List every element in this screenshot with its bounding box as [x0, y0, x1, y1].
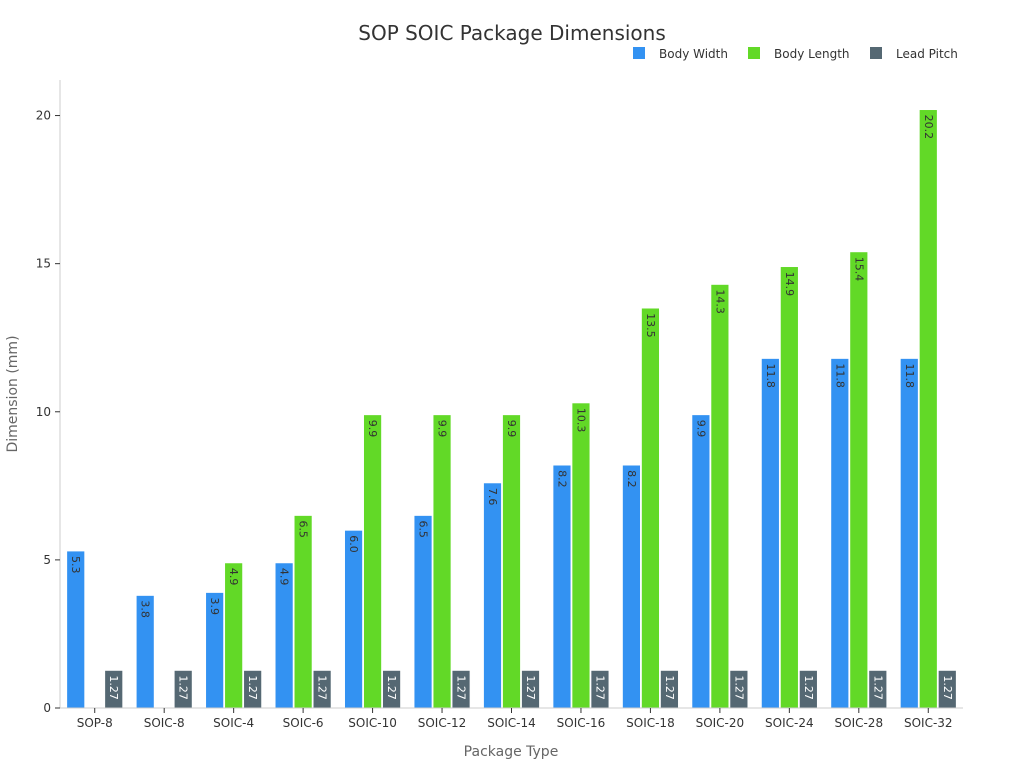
- bar-body-width-soic-32: [899, 358, 919, 709]
- x-axis-title: Package Type: [464, 744, 559, 760]
- data-label-lead-pitch-soic-8: 1.27: [177, 675, 190, 700]
- data-label-body-width-soic-6: 4.9: [278, 568, 291, 586]
- x-tick-label: SOIC-18: [626, 716, 675, 730]
- data-label-lead-pitch-soic-32: 1.27: [941, 675, 954, 700]
- x-tick-label: SOP-8: [77, 716, 113, 730]
- bar-body-length-soic-32: [918, 109, 938, 709]
- data-label-body-width-soic-24: 11.8: [764, 363, 777, 388]
- x-tick-label: SOIC-28: [835, 716, 884, 730]
- bar-body-length-soic-10: [363, 414, 382, 709]
- data-label-body-width-sop-8: 5.3: [69, 556, 82, 574]
- bar-body-length-soic-20: [710, 283, 730, 709]
- bar-body-width-soic-24: [760, 358, 780, 709]
- x-tick-label: SOIC-10: [348, 716, 397, 730]
- data-label-lead-pitch-soic-14: 1.27: [524, 675, 537, 700]
- legend-label-lead-pitch: Lead Pitch: [896, 47, 958, 61]
- x-tick-label: SOIC-24: [765, 716, 814, 730]
- data-label-lead-pitch-soic-20: 1.27: [732, 675, 745, 700]
- data-label-body-length-soic-12: 9.9: [436, 420, 449, 438]
- bar-body-width-sop-8: [66, 550, 86, 709]
- bars-group: [66, 109, 957, 709]
- x-tick-label: SOIC-4: [213, 716, 254, 730]
- data-labels-group: 5.3 1.27 3.8 1.27 3.9 4.9 1.27 4.9 6.5 1.27 6.0 9.9…: [69, 115, 954, 700]
- data-label-body-length-soic-32: 20.2: [922, 115, 935, 139]
- bar-body-length-soic-14: [502, 414, 521, 709]
- data-label-body-width-soic-18: 8.2: [625, 470, 638, 488]
- bar-body-width-soic-14: [483, 482, 502, 709]
- x-tick-label: SOIC-16: [557, 716, 606, 730]
- data-label-lead-pitch-soic-12: 1.27: [455, 675, 468, 700]
- legend: Body Width Body Length Lead Pitch: [633, 47, 958, 61]
- data-label-body-length-soic-24: 14.9: [783, 272, 796, 297]
- bar-body-length-soic-16: [571, 402, 591, 709]
- bar-body-width-soic-16: [552, 464, 572, 709]
- data-label-body-width-soic-14: 7.6: [486, 488, 499, 506]
- data-label-body-width-soic-20: 9.9: [694, 420, 707, 438]
- legend-swatch-body-length: [748, 47, 760, 59]
- bar-body-width-soic-20: [691, 414, 711, 709]
- axes-group: 0 5 10 15 20 SOP-8 SOIC-8 SOIC-4 SOIC-6 SOIC-10 SO…: [36, 80, 963, 730]
- x-tick-label: SOIC-20: [696, 716, 745, 730]
- data-label-lead-pitch-soic-18: 1.27: [663, 675, 676, 700]
- bar-body-width-soic-28: [830, 358, 850, 709]
- bar-body-length-soic-28: [849, 251, 869, 709]
- y-axis-title: Dimension (mm): [5, 335, 21, 452]
- data-label-body-length-soic-18: 13.5: [644, 313, 657, 338]
- legend-swatch-lead-pitch: [870, 47, 882, 59]
- x-tick-label: SOIC-6: [283, 716, 324, 730]
- legend-label-body-width: Body Width: [659, 47, 728, 61]
- data-label-lead-pitch-soic-10: 1.27: [385, 675, 398, 700]
- bar-body-length-soic-12: [432, 414, 452, 709]
- y-tick-label: 0: [43, 701, 51, 715]
- bar-body-width-soic-12: [413, 515, 433, 709]
- data-label-body-width-soic-12: 6.5: [417, 520, 430, 538]
- data-label-body-width-soic-32: 11.8: [903, 363, 916, 388]
- data-label-body-width-soic-16: 8.2: [555, 470, 568, 488]
- y-tick-label: 15: [36, 257, 51, 271]
- bar-body-length-soic-6: [293, 515, 313, 709]
- data-label-body-length-soic-28: 15.4: [852, 257, 865, 282]
- data-label-lead-pitch-soic-16: 1.27: [593, 675, 606, 700]
- data-label-body-length-soic-4: 4.9: [227, 568, 240, 586]
- bar-body-length-soic-18: [641, 307, 660, 709]
- data-label-lead-pitch-sop-8: 1.27: [107, 675, 120, 700]
- x-tick-label: SOIC-12: [418, 716, 467, 730]
- data-label-lead-pitch-soic-4: 1.27: [246, 675, 259, 700]
- legend-label-body-length: Body Length: [774, 47, 850, 61]
- y-tick-label: 5: [43, 553, 51, 567]
- y-tick-label: 20: [36, 109, 51, 123]
- data-label-body-length-soic-6: 6.5: [297, 520, 310, 538]
- data-label-body-width-soic-4: 3.9: [208, 597, 221, 615]
- y-tick-label: 10: [36, 405, 51, 419]
- x-tick-label: SOIC-8: [144, 716, 185, 730]
- data-label-body-length-soic-10: 9.9: [366, 420, 379, 438]
- data-label-body-length-soic-16: 10.3: [574, 408, 587, 433]
- chart-title: SOP SOIC Package Dimensions: [358, 21, 666, 45]
- data-label-body-width-soic-28: 11.8: [833, 363, 846, 388]
- data-label-body-length-soic-14: 9.9: [505, 420, 518, 438]
- data-label-lead-pitch-soic-6: 1.27: [316, 675, 329, 700]
- legend-swatch-body-width: [633, 47, 645, 59]
- bar-body-width-soic-10: [344, 529, 363, 709]
- x-tick-label: SOIC-14: [487, 716, 536, 730]
- data-label-body-width-soic-10: 6.0: [347, 535, 360, 553]
- x-tick-label: SOIC-32: [904, 716, 953, 730]
- bar-body-length-soic-24: [779, 266, 799, 709]
- bar-body-width-soic-18: [622, 464, 641, 709]
- data-label-lead-pitch-soic-24: 1.27: [802, 675, 815, 700]
- data-label-body-width-soic-8: 3.8: [139, 600, 152, 618]
- data-label-lead-pitch-soic-28: 1.27: [871, 675, 884, 700]
- data-label-body-length-soic-20: 14.3: [713, 289, 726, 314]
